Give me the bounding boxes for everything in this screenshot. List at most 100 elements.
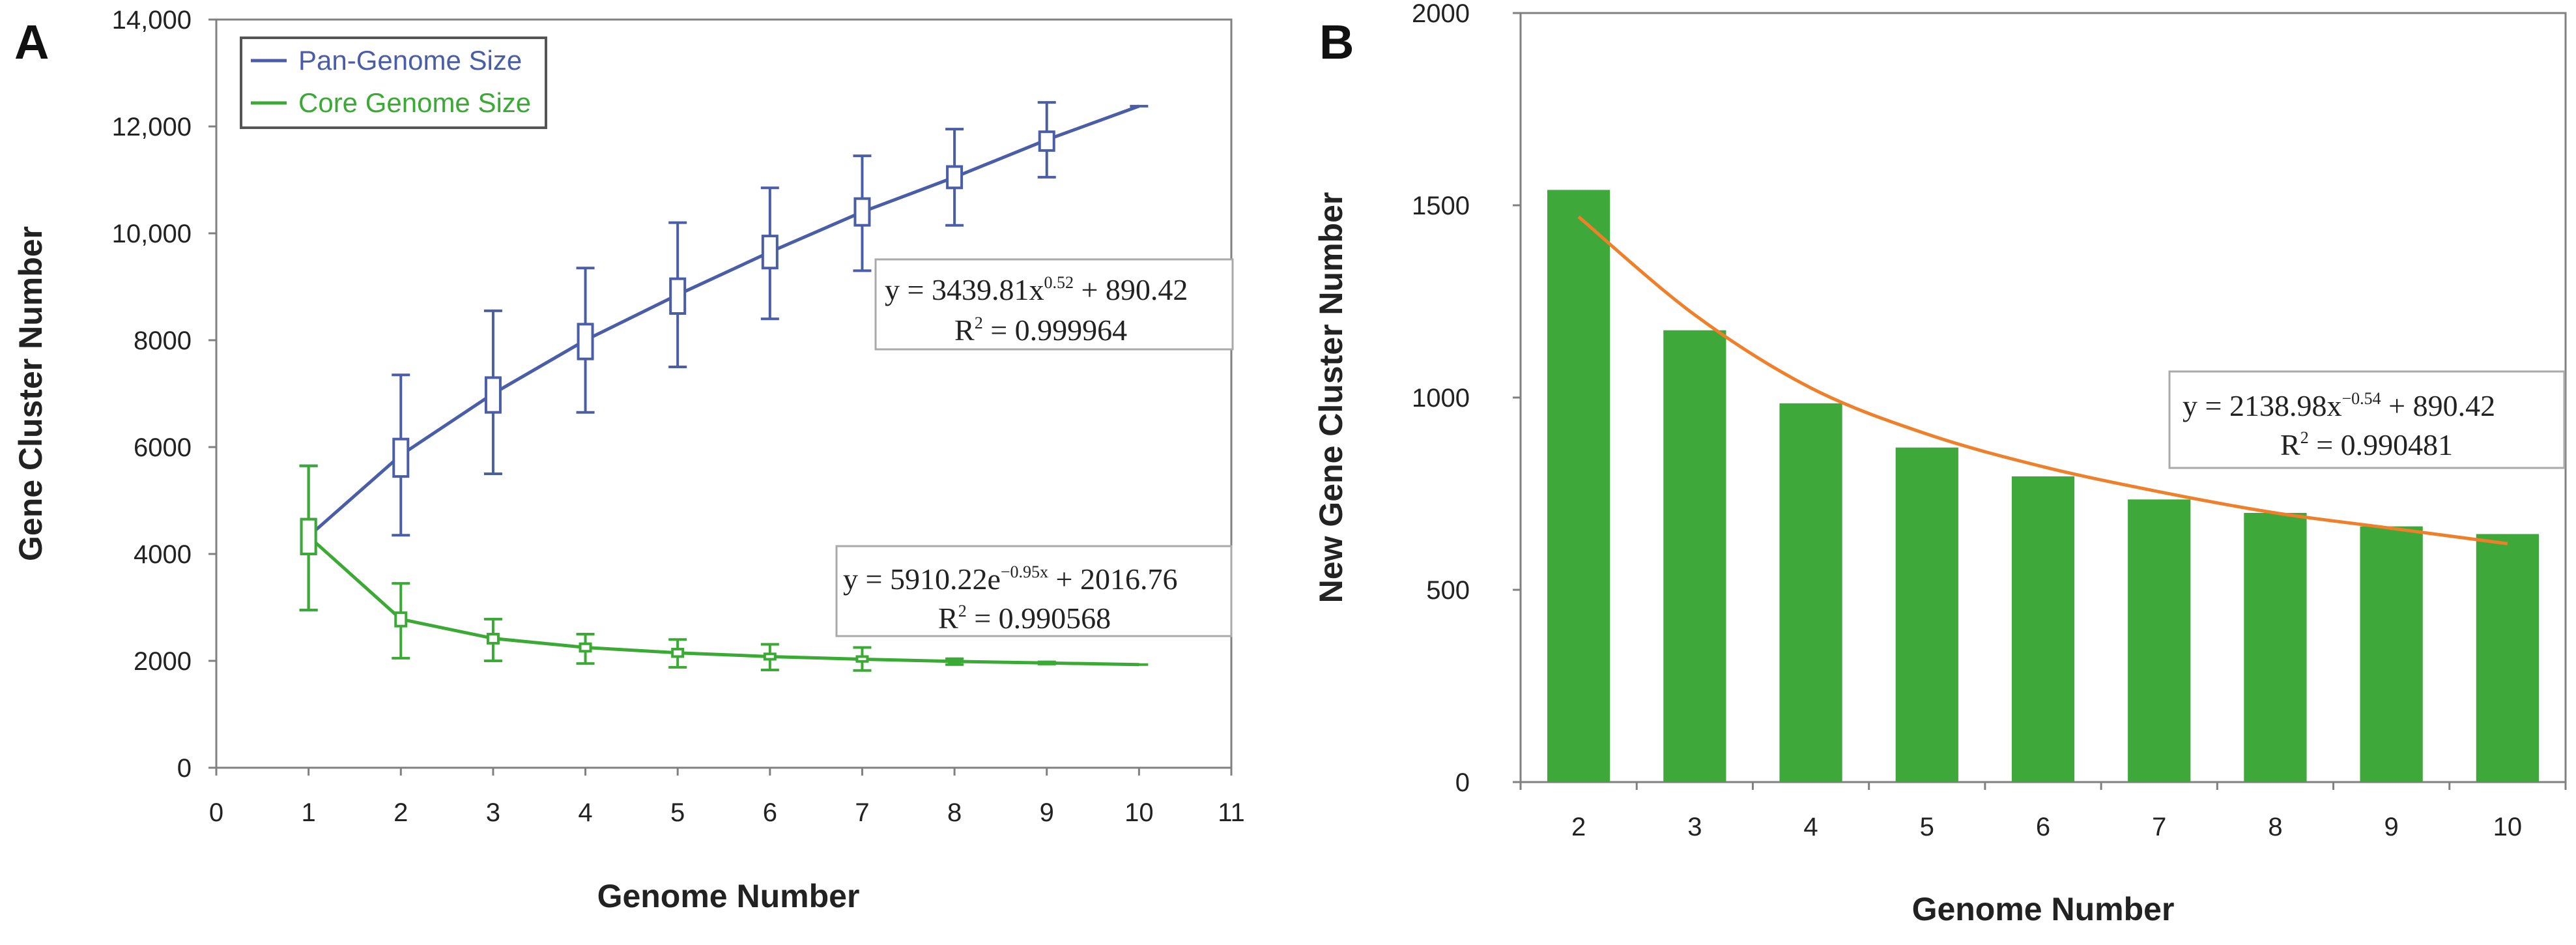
a-x-tick-label: 7 bbox=[855, 798, 869, 827]
panel-a-x-axis: 0 1 2 3 4 5 6 7 8 9 10 11 bbox=[209, 768, 1245, 827]
b-eq-base: y = 2138.98x bbox=[2182, 389, 2341, 422]
box bbox=[948, 659, 962, 664]
core-fit-equation: y = 5910.22e−0.95x + 2016.76 bbox=[843, 562, 1177, 596]
panel-b-bars bbox=[1547, 190, 2540, 782]
box bbox=[394, 611, 408, 628]
box bbox=[946, 165, 964, 190]
panel-a-pan-fit-box: y = 3439.81x0.52 + 890.42 R2 = 0.999964 bbox=[874, 258, 1234, 351]
a-x-tick-label: 1 bbox=[302, 798, 316, 827]
panel-a-plot-frame bbox=[215, 18, 1233, 769]
panel-b-y-axis: 0 500 1000 1500 2000 bbox=[1412, 0, 1521, 797]
box bbox=[392, 437, 410, 478]
bar-genome-9 bbox=[2360, 526, 2423, 782]
panel-b-fit-curve bbox=[1577, 215, 2508, 545]
bar-genome-6 bbox=[2011, 476, 2075, 782]
a-x-tick-label: 8 bbox=[947, 798, 962, 827]
core-r2-exp: 2 bbox=[958, 602, 967, 620]
panel-b-y-label: New Gene Cluster Number bbox=[1313, 192, 1349, 603]
b-x-tick-label: 9 bbox=[2384, 813, 2399, 841]
core-eq-tail: + 2016.76 bbox=[1048, 562, 1177, 596]
box bbox=[486, 633, 500, 645]
box bbox=[855, 655, 869, 663]
box bbox=[300, 517, 317, 556]
panel-b-x-axis: 2 3 4 5 6 7 8 9 10 bbox=[1519, 782, 2567, 841]
b-fit-frame bbox=[2168, 370, 2566, 469]
panel-a-core-fit-box: y = 5910.22e−0.95x + 2016.76 R2 = 0.9905… bbox=[835, 545, 1233, 637]
b-y-tick-label: 2000 bbox=[1412, 0, 1470, 28]
b-eq-exp: −0.54 bbox=[2341, 389, 2381, 408]
series-line bbox=[307, 104, 1140, 538]
a-y-tick-label: 12,000 bbox=[112, 113, 192, 141]
core-eq-base: y = 5910.22e bbox=[843, 562, 1001, 596]
b-x-tick-label: 4 bbox=[1803, 813, 1818, 841]
bar-genome-5 bbox=[1895, 447, 1958, 782]
box bbox=[669, 277, 687, 315]
box bbox=[761, 235, 779, 270]
panel-b-fit-box: y = 2138.98x−0.54 + 890.42 R2 = 0.990481 bbox=[2168, 370, 2566, 469]
pan-r2-exp: 2 bbox=[975, 313, 983, 332]
b-x-tick-label: 6 bbox=[2036, 813, 2050, 841]
a-x-tick-label: 3 bbox=[486, 798, 500, 827]
b-fit-r2: R2 = 0.990481 bbox=[2280, 428, 2453, 461]
a-y-tick-label: 0 bbox=[177, 754, 192, 783]
bar-genome-2 bbox=[1547, 190, 1610, 782]
pan-fit-frame bbox=[874, 258, 1234, 351]
box bbox=[1038, 130, 1055, 152]
panel-a-chart: 0 2000 4000 6000 8000 10,000 12,000 14,000 0 1 2 3… bbox=[12, 6, 1245, 914]
box bbox=[579, 642, 592, 653]
bar-genome-3 bbox=[1663, 330, 1726, 782]
pan-fit-equation: y = 3439.81x0.52 + 890.42 bbox=[885, 273, 1188, 306]
pan-r2-base: R bbox=[954, 313, 975, 347]
core-r2-tail: = 0.990568 bbox=[967, 602, 1111, 635]
a-y-tick-label: 2000 bbox=[134, 647, 192, 676]
b-fit-equation: y = 2138.98x−0.54 + 890.42 bbox=[2182, 389, 2495, 422]
series-pan-genome bbox=[299, 101, 1149, 612]
b-y-tick-label: 0 bbox=[1455, 768, 1470, 797]
a-y-tick-label: 8000 bbox=[134, 327, 192, 355]
b-x-tick-label: 5 bbox=[1920, 813, 1934, 841]
a-x-tick-label: 9 bbox=[1040, 798, 1054, 827]
box bbox=[763, 652, 777, 661]
panel-a-y-label: Gene Cluster Number bbox=[12, 226, 49, 561]
pan-eq-tail: + 890.42 bbox=[1074, 273, 1188, 306]
panel-b-x-label: Genome Number bbox=[1912, 891, 2175, 927]
b-x-tick-label: 7 bbox=[2152, 813, 2166, 841]
a-x-tick-label: 2 bbox=[394, 798, 408, 827]
panel-a-x-label: Genome Number bbox=[597, 878, 860, 914]
a-x-tick-label: 5 bbox=[670, 798, 685, 827]
pan-r2-tail: = 0.999964 bbox=[983, 313, 1127, 347]
legend-core-label: Core Genome Size bbox=[298, 87, 531, 118]
legend-frame bbox=[240, 36, 547, 129]
a-x-tick-label: 6 bbox=[763, 798, 777, 827]
b-y-tick-label: 500 bbox=[1426, 576, 1470, 605]
b-r2-tail: = 0.990481 bbox=[2309, 428, 2453, 461]
b-r2-base: R bbox=[2280, 428, 2300, 461]
b-y-tick-label: 1000 bbox=[1412, 384, 1470, 413]
bar-genome-8 bbox=[2244, 513, 2307, 782]
box bbox=[671, 647, 685, 658]
a-y-tick-label: 4000 bbox=[134, 540, 192, 569]
panel-a-y-axis: 0 2000 4000 6000 8000 10,000 12,000 14,000 bbox=[112, 6, 216, 783]
pan-eq-base: y = 3439.81x bbox=[885, 273, 1044, 306]
bar-genome-7 bbox=[2128, 499, 2191, 782]
panel-label-a: A bbox=[14, 15, 49, 69]
box bbox=[484, 376, 502, 414]
legend-pan-label: Pan-Genome Size bbox=[298, 45, 522, 76]
b-x-tick-label: 10 bbox=[2493, 813, 2523, 841]
a-x-tick-label: 11 bbox=[1218, 798, 1245, 827]
a-x-tick-label: 0 bbox=[209, 798, 223, 827]
pan-fit-r2: R2 = 0.999964 bbox=[954, 313, 1127, 347]
series-core-genome bbox=[299, 464, 1149, 672]
panel-a-legend: Pan-Genome Size Core Genome Size bbox=[240, 36, 547, 129]
core-r2-base: R bbox=[938, 602, 958, 635]
panel-label-b: B bbox=[1319, 15, 1354, 69]
core-fit-frame bbox=[835, 545, 1233, 637]
a-x-tick-label: 4 bbox=[578, 798, 592, 827]
box bbox=[853, 197, 871, 227]
bar-genome-4 bbox=[1779, 403, 1842, 782]
core-fit-r2: R2 = 0.990568 bbox=[938, 602, 1111, 635]
panel-a-series bbox=[299, 101, 1149, 672]
pan-eq-exp: 0.52 bbox=[1044, 273, 1074, 292]
a-x-tick-label: 10 bbox=[1124, 798, 1154, 827]
b-x-tick-label: 2 bbox=[1571, 813, 1586, 841]
